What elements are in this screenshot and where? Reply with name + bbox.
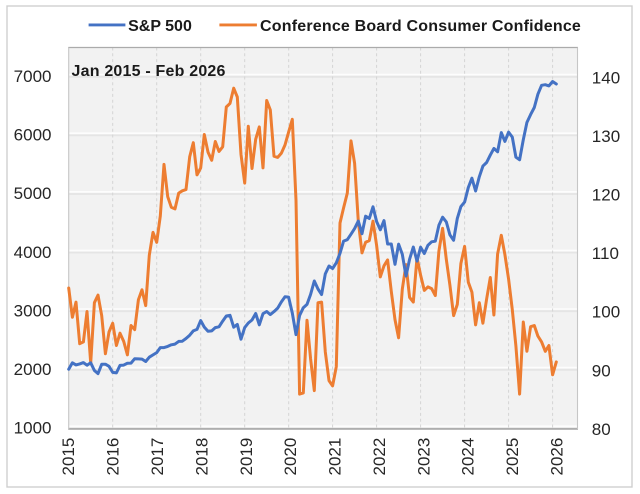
svg-text:2022: 2022 — [370, 438, 389, 476]
svg-text:2024: 2024 — [459, 438, 478, 476]
svg-text:2000: 2000 — [14, 360, 52, 379]
svg-text:6000: 6000 — [14, 126, 52, 145]
svg-text:3000: 3000 — [14, 301, 52, 320]
svg-text:S&P 500: S&P 500 — [128, 18, 192, 35]
svg-text:5000: 5000 — [14, 184, 52, 203]
svg-text:2020: 2020 — [281, 438, 300, 476]
svg-text:Conference Board Consumer Conf: Conference Board Consumer Confidence — [260, 18, 581, 35]
svg-text:Jan 2015 - Feb 2026: Jan 2015 - Feb 2026 — [72, 63, 226, 80]
svg-text:2021: 2021 — [326, 438, 345, 476]
svg-text:90: 90 — [592, 361, 611, 380]
svg-text:2026: 2026 — [548, 438, 567, 476]
svg-text:2019: 2019 — [237, 438, 256, 476]
svg-text:110: 110 — [592, 244, 619, 263]
svg-text:2015: 2015 — [59, 438, 78, 476]
svg-text:4000: 4000 — [14, 243, 52, 262]
svg-text:130: 130 — [592, 127, 620, 146]
svg-text:2016: 2016 — [104, 438, 123, 476]
svg-text:80: 80 — [592, 420, 611, 439]
svg-text:100: 100 — [592, 303, 620, 322]
svg-text:1000: 1000 — [14, 419, 52, 438]
svg-text:7000: 7000 — [14, 67, 52, 86]
svg-text:2025: 2025 — [503, 438, 522, 476]
svg-text:2023: 2023 — [414, 438, 433, 476]
svg-text:120: 120 — [592, 186, 620, 205]
svg-text:2017: 2017 — [148, 438, 167, 476]
svg-text:140: 140 — [592, 68, 620, 87]
svg-text:2018: 2018 — [192, 438, 211, 476]
